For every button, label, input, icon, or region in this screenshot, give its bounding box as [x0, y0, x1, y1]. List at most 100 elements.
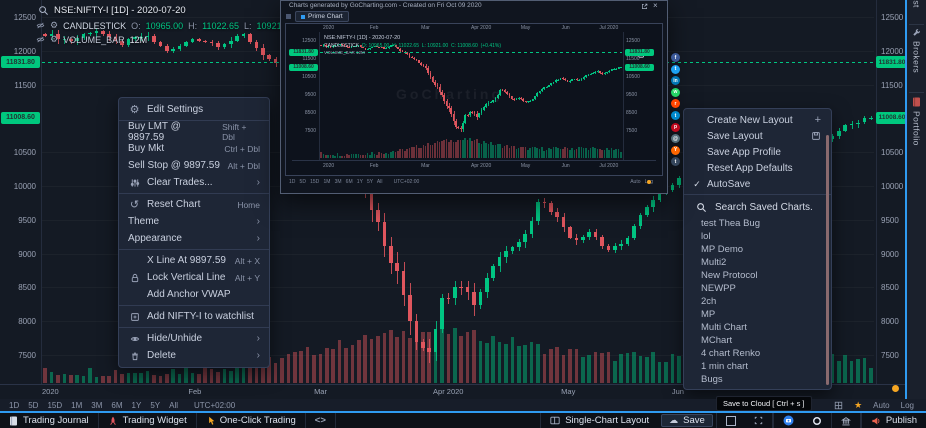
saved-chart-item[interactable]: NEWPP [701, 283, 736, 294]
menu-item[interactable]: Buy Mkt Ctrl + Dbl [119, 140, 269, 157]
saved-chart-item[interactable]: MP Demo [701, 244, 744, 255]
range-6m[interactable]: 6M [111, 400, 123, 410]
gear-icon[interactable]: ⚙ [50, 34, 59, 44]
magnifier-icon[interactable] [38, 5, 49, 16]
mini-x-label-top: May [520, 25, 531, 31]
candle-body [599, 71, 601, 74]
saved-chart-item[interactable]: test Thea Bug [701, 218, 760, 229]
saved-charts-search[interactable]: Search Saved Charts. [684, 197, 831, 217]
candle-body [376, 46, 378, 48]
fullscreen-button[interactable] [745, 413, 773, 428]
range-5d[interactable]: 5D [28, 400, 39, 410]
menu-item[interactable]: Sell Stop @ 9897.59 Alt + Dbl [119, 157, 269, 174]
publish-button[interactable]: Publish [860, 413, 926, 428]
layout-menu-item[interactable]: Create New Layout + [684, 112, 831, 128]
gear-icon[interactable]: ⚙ [50, 20, 59, 30]
trading-journal-button[interactable]: Trading Journal [0, 413, 99, 428]
volume-bar [336, 152, 339, 158]
log-scale-toggle[interactable]: Log [900, 400, 914, 410]
volume-bar [164, 373, 169, 383]
camera-button[interactable] [772, 413, 803, 428]
eye-off-icon[interactable] [36, 21, 45, 30]
share-email-icon[interactable]: @ [671, 134, 680, 144]
sidebar-tab-brokers[interactable]: Brokers [907, 28, 926, 73]
range-5y[interactable]: 5Y [150, 400, 161, 410]
saved-chart-item[interactable]: Bugs [701, 374, 723, 385]
candle-body [427, 67, 429, 74]
saved-chart-item[interactable]: Multi Chart [701, 322, 747, 333]
range-all[interactable]: All [169, 400, 179, 410]
menu-item[interactable]: Delete › [119, 347, 269, 364]
one-click-trading-button[interactable]: One-Click Trading [197, 413, 306, 428]
marketplace-button[interactable] [832, 413, 861, 428]
single-chart-layout-button[interactable]: Single-Chart Layout [540, 413, 658, 428]
close-icon[interactable]: × [653, 1, 658, 10]
volume-bar [343, 155, 346, 158]
menu-item[interactable]: Appearance › [119, 230, 269, 247]
candle-body [422, 64, 425, 66]
share-linkedin-icon[interactable]: in [671, 76, 680, 86]
menu-item[interactable]: Hide/Unhide › [119, 330, 269, 347]
candle-body [338, 44, 341, 46]
share-reddit-icon[interactable]: r [671, 99, 680, 109]
auto-scale-toggle[interactable]: Auto [873, 400, 890, 410]
volume-bar [843, 354, 848, 383]
open-in-new-icon[interactable] [641, 3, 648, 10]
trading-widget-button[interactable]: Trading Widget [99, 413, 197, 428]
candle-body [830, 136, 835, 140]
code-button[interactable]: <> [306, 413, 336, 428]
sidebar-tab-portfolio[interactable]: Portfolio [907, 97, 926, 146]
menu-item[interactable]: Lock Vertical Line Alt + Y [119, 269, 269, 286]
share-hackernews-icon[interactable]: Y [671, 145, 680, 155]
mini-x-label-top: 2020 [323, 25, 335, 31]
menu-item[interactable]: ↺ Reset Chart Home [119, 196, 269, 213]
tab-prime-chart[interactable]: Prime Chart [295, 11, 349, 22]
share-telegram-icon[interactable]: t [671, 111, 680, 120]
range-1y[interactable]: 1Y [131, 400, 142, 410]
menu-item[interactable]: X Line At 9897.59 Alt + X [119, 252, 269, 269]
grid-icon[interactable] [834, 401, 843, 410]
star-icon[interactable]: ★ [854, 399, 863, 410]
layout-menu-item[interactable]: Save Layout [684, 128, 831, 144]
sidebar-tab-watchlist[interactable]: Watchlist [907, 0, 926, 8]
popup-tab-row: Prime Chart [286, 11, 349, 22]
volume-bar [462, 139, 464, 158]
saved-chart-item[interactable]: MP [701, 309, 716, 320]
menu-item[interactable]: ⚙ Edit Settings [119, 101, 269, 118]
menu-item[interactable]: Add NIFTY-I to watchlist [119, 308, 269, 325]
layout-menu-item[interactable]: ✓ AutoSave [684, 176, 831, 192]
share-twitter-icon[interactable]: t [671, 64, 680, 74]
saved-chart-item[interactable]: Multi2 [701, 257, 727, 268]
menu-item[interactable]: Add Anchor VWAP [119, 286, 269, 303]
range-1m[interactable]: 1M [71, 400, 83, 410]
timezone-button[interactable]: UTC+02:00 [194, 400, 236, 410]
saved-chart-item[interactable]: lol [701, 231, 711, 242]
layout-menu-item[interactable]: Reset App Defaults [684, 160, 831, 176]
save-button[interactable]: ☁ Save [661, 414, 713, 427]
range-1d[interactable]: 1D [9, 400, 20, 410]
saved-chart-item[interactable]: 1 min chart [701, 361, 748, 372]
candle-body [440, 297, 444, 330]
share-facebook-icon[interactable]: f [671, 53, 680, 62]
screenshot-button[interactable] [715, 413, 745, 428]
menu-item[interactable]: Theme › [119, 213, 269, 230]
range-15d[interactable]: 15D [47, 400, 63, 410]
saved-chart-item[interactable]: New Protocol [701, 270, 758, 281]
menu-scrollbar[interactable] [826, 135, 829, 385]
record-button[interactable] [803, 413, 832, 428]
saved-chart-item[interactable]: MChart [701, 335, 733, 346]
menu-item[interactable]: Buy LMT @ 9897.59 Shift + Dbl [119, 121, 269, 143]
share-whatsapp-icon[interactable]: w [671, 87, 680, 97]
menu-item[interactable]: Clear Trades... › [119, 174, 269, 191]
volume-bar [380, 152, 383, 158]
candle-body [352, 45, 355, 47]
share-tumblr-icon[interactable]: t [671, 157, 680, 167]
eye-off-icon[interactable] [36, 35, 45, 44]
range-3m[interactable]: 3M [91, 400, 103, 410]
saved-chart-item[interactable]: 2ch [701, 296, 717, 307]
layout-menu-item[interactable]: Save App Profile [684, 144, 831, 160]
share-pinterest-icon[interactable]: p [671, 122, 680, 132]
y-axis-label: 9000 [18, 249, 36, 259]
candle-body [536, 93, 538, 97]
saved-chart-item[interactable]: 4 chart Renko [701, 348, 761, 359]
